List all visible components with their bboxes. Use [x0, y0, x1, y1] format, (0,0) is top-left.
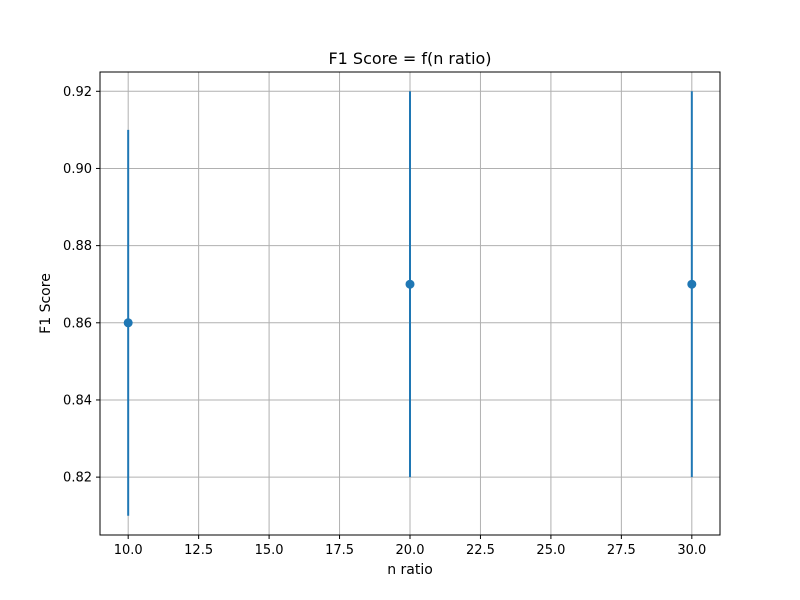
x-tick-label: 10.0 — [114, 543, 143, 558]
y-tick-label: 0.88 — [63, 239, 92, 254]
y-tick-label: 0.82 — [63, 471, 92, 486]
data-point — [123, 318, 133, 328]
x-tick-label: 12.5 — [184, 543, 213, 558]
x-tick-label: 25.0 — [536, 543, 565, 558]
y-tick-label: 0.84 — [63, 393, 92, 408]
series-layer — [123, 91, 697, 516]
tick-layer: 10.0 12.5 15.0 17.5 20.0 22.5 25.0 27.5 30.0 0.82… — [63, 85, 706, 558]
data-point — [687, 279, 697, 289]
y-tick-label: 0.92 — [63, 85, 92, 100]
x-tick-label: 15.0 — [255, 543, 284, 558]
x-tick-label: 20.0 — [396, 543, 425, 558]
x-tick-label: 30.0 — [677, 543, 706, 558]
y-axis-label: F1 Score — [38, 273, 54, 334]
y-tick-label: 0.86 — [63, 316, 92, 331]
x-tick-label: 17.5 — [325, 543, 354, 558]
y-tick-label: 0.90 — [63, 162, 92, 177]
chart-title: F1 Score = f(n ratio) — [328, 49, 491, 68]
data-point — [405, 279, 415, 289]
x-axis-label: n ratio — [387, 562, 433, 578]
x-tick-label: 27.5 — [607, 543, 636, 558]
x-tick-label: 22.5 — [466, 543, 495, 558]
